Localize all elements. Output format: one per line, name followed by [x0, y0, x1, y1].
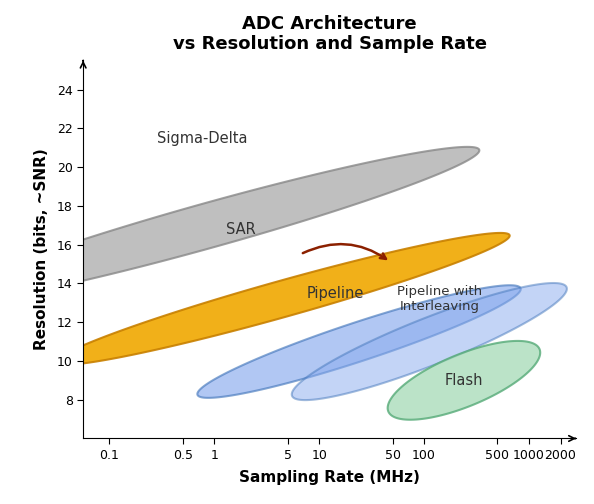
- Polygon shape: [292, 283, 567, 400]
- X-axis label: Sampling Rate (MHz): Sampling Rate (MHz): [239, 470, 420, 485]
- Polygon shape: [197, 285, 521, 398]
- Text: SAR: SAR: [226, 222, 255, 236]
- Polygon shape: [388, 341, 540, 420]
- Text: Pipeline with
Interleaving: Pipeline with Interleaving: [397, 285, 482, 313]
- Text: Flash: Flash: [445, 373, 483, 388]
- Text: Pipeline: Pipeline: [307, 286, 364, 300]
- Y-axis label: Resolution (bits, ~SNR): Resolution (bits, ~SNR): [33, 149, 49, 350]
- Title: ADC Architecture
vs Resolution and Sample Rate: ADC Architecture vs Resolution and Sampl…: [173, 15, 486, 53]
- Polygon shape: [55, 233, 510, 365]
- Polygon shape: [0, 147, 479, 303]
- Text: Sigma-Delta: Sigma-Delta: [157, 131, 247, 146]
